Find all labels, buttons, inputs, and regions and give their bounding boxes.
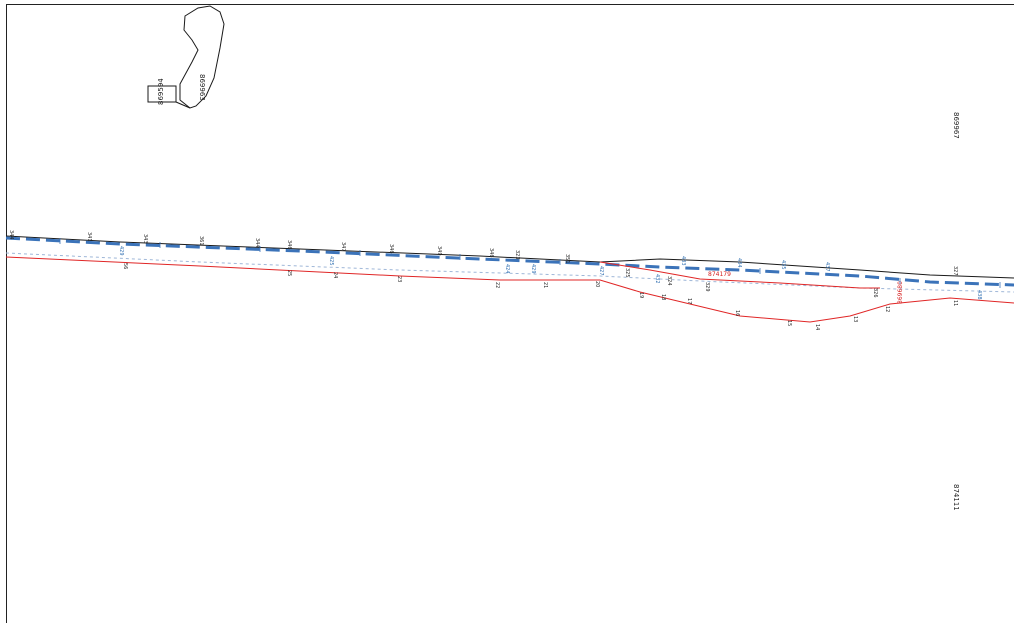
top-label: 323: [514, 250, 520, 260]
bottom-label: 11: [952, 300, 958, 306]
bottom-label: 15: [786, 320, 792, 326]
top-label: 346: [488, 248, 494, 258]
black-boundary-line[interactable]: [5, 235, 1014, 279]
blue-label: 435: [780, 260, 786, 270]
top-label: 361: [198, 236, 204, 246]
bottom-label: 22: [494, 282, 500, 288]
bottom-label: 14: [814, 324, 820, 330]
bottom-label: 13: [852, 316, 858, 322]
blue-label: 429: [530, 264, 536, 274]
top-label: 346: [388, 244, 394, 254]
top-label: 324: [666, 276, 672, 286]
top-label: 344: [254, 238, 260, 248]
blue-label: 424: [504, 264, 510, 274]
bottom-label: 18: [660, 294, 666, 300]
bottom-label: 12: [884, 306, 890, 312]
bottom-label: 56: [122, 263, 128, 269]
blue-label: 432: [654, 274, 660, 284]
blue-label: 427: [598, 266, 604, 276]
top-label: 349: [436, 246, 442, 256]
top-label: 346: [286, 240, 292, 250]
top-label: 327: [952, 266, 958, 276]
bottom-label: 21: [542, 282, 548, 288]
parcel-tie: [175, 101, 191, 109]
bottom-label: 24: [332, 272, 338, 278]
top-label: 351: [564, 254, 570, 264]
bottom-label: 16: [734, 310, 740, 316]
blue-dashed-line[interactable]: [5, 236, 1014, 287]
parcel-label-869963: 869963: [198, 74, 206, 101]
top-label: 341: [86, 232, 92, 242]
bottom-label: 20: [594, 281, 600, 287]
parcel-label-869680: 869680: [897, 281, 904, 304]
bottom-label: 25: [286, 270, 292, 276]
red-boundary-line[interactable]: [5, 256, 1014, 323]
blue-label: 425: [328, 256, 334, 266]
map-frame: [6, 4, 1014, 623]
blue-label: 437: [824, 262, 830, 272]
parcel-label-874111: 874111: [952, 484, 960, 511]
bottom-label: 23: [396, 276, 402, 282]
parcel-label-869594: 869594: [157, 78, 165, 105]
parcel-label-874179: 874179: [708, 271, 731, 278]
blue-label: 433: [680, 256, 686, 266]
blue-label: 438: [976, 290, 982, 300]
red-branch-line[interactable]: [599, 261, 880, 289]
top-label: 329: [704, 282, 710, 292]
top-label: 347: [340, 242, 346, 252]
parcel-box-869594[interactable]: [147, 85, 177, 103]
blue-label: 434: [736, 258, 742, 268]
parcel-label-869967: 869967: [952, 112, 960, 139]
bottom-label: 17: [686, 298, 692, 304]
parcel-outline-869963[interactable]: [179, 5, 225, 109]
survey-ticks: [59, 238, 1001, 288]
blue-label: 429: [118, 246, 124, 256]
top-label: 325: [624, 268, 630, 278]
top-label: 344: [8, 230, 14, 240]
top-label: 343: [142, 234, 148, 244]
top-label: 326: [872, 288, 878, 298]
bottom-label: 19: [638, 292, 644, 298]
